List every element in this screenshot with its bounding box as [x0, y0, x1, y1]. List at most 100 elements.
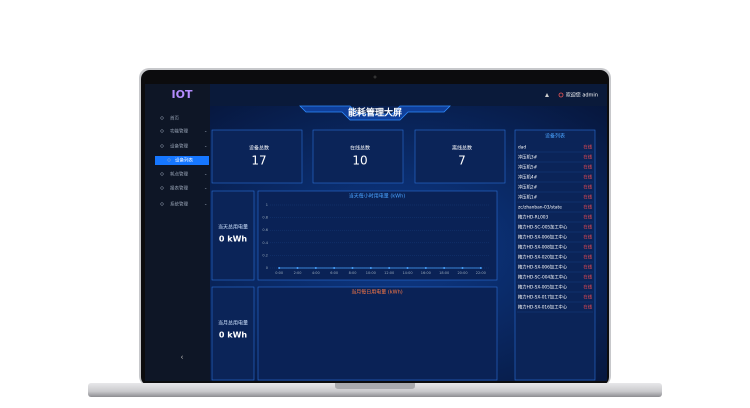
chart-panel [257, 286, 498, 381]
y-tick-label: 0 [266, 266, 268, 270]
user-name[interactable]: 欢迎您 admin [566, 92, 598, 99]
sidebar [145, 84, 210, 381]
device-status: 在线 [583, 264, 592, 271]
menu-arrow: ⌄ [204, 185, 207, 190]
data-point [388, 267, 391, 269]
menu-item[interactable]: 耗点管理 [170, 171, 188, 178]
stat-label: 在线总数 [350, 145, 370, 152]
usage-label: 当天总用电量 [218, 224, 248, 231]
top-bar [210, 84, 607, 106]
device-status: 在线 [583, 214, 592, 221]
usage-value: 0 kWh [219, 235, 247, 244]
data-point [314, 267, 317, 269]
collapse-button[interactable]: ‹ [180, 353, 183, 362]
device-name: 精力HD-SX-020加工中心 [518, 254, 568, 261]
bell-icon[interactable] [545, 93, 549, 97]
device-name: 精力HD-SC-004加工中心 [518, 274, 568, 281]
device-name: 精力HD-SX-017加工中心 [518, 294, 568, 301]
chart-title: 当天每小时用电量 (kWh) [349, 193, 406, 200]
stat-value: 17 [251, 154, 266, 168]
y-tick-label: 1 [266, 203, 268, 207]
x-tick-label: 2:00 [294, 271, 302, 275]
y-tick-label: 0.4 [262, 241, 268, 245]
data-point [443, 267, 446, 269]
chart-title: 当月每日用电量 (kWh) [351, 289, 403, 296]
x-tick-label: 4:00 [312, 271, 320, 275]
data-point [461, 267, 464, 269]
stat-card [414, 129, 506, 184]
data-point [424, 267, 427, 269]
device-status: 在线 [583, 164, 592, 171]
device-status: 在线 [583, 234, 592, 241]
menu-icon [160, 202, 164, 206]
device-name: 冲压机5# [518, 164, 538, 171]
usage-value: 0 kWh [219, 331, 247, 340]
device-status: 在线 [583, 204, 592, 211]
base-notch [335, 383, 415, 389]
device-name: 精力HD-SC-005加工中心 [518, 224, 568, 231]
device-name: 精力HD-SX-008加工中心 [518, 244, 568, 251]
device-name: 冲压机2# [518, 184, 538, 191]
device-status: 在线 [583, 184, 592, 191]
title-decoration [299, 105, 451, 121]
x-tick-label: 14:00 [402, 271, 412, 275]
stat-value: 7 [458, 154, 466, 168]
power-icon[interactable] [558, 92, 564, 98]
x-tick-label: 10:00 [366, 271, 376, 275]
menu-item[interactable]: 首页 [170, 115, 179, 122]
menu-arrow: ⌄ [204, 201, 207, 206]
device-name: 精力HD-SX-016加工中心 [518, 304, 568, 311]
menu-item[interactable]: 报表管理 [170, 185, 188, 192]
data-point [333, 267, 336, 269]
menu-item[interactable]: 设备管理 [170, 143, 188, 150]
data-point [351, 267, 354, 269]
data-point [296, 267, 299, 269]
device-status: 在线 [583, 194, 592, 201]
stat-label: 设备总数 [249, 145, 269, 152]
menu-icon [160, 172, 164, 176]
stat-value: 10 [352, 154, 367, 168]
x-tick-label: 16:00 [421, 271, 431, 275]
stat-card [312, 129, 404, 184]
y-tick-label: 0.2 [262, 253, 268, 257]
y-tick-label: 0.6 [262, 228, 268, 232]
device-status: 在线 [583, 254, 592, 261]
device-status: 在线 [583, 144, 592, 151]
usage-panel [211, 286, 255, 381]
stat-label: 离线总数 [452, 145, 472, 152]
device-status: 在线 [583, 224, 592, 231]
menu-icon [160, 186, 164, 190]
menu-icon [160, 144, 164, 148]
chart-panel [257, 190, 498, 281]
x-tick-label: 6:00 [330, 271, 338, 275]
laptop-base [88, 383, 662, 397]
menu-item[interactable]: 设备列表 [175, 157, 193, 164]
device-name: 冲压机1# [518, 194, 538, 201]
x-tick-label: 0:00 [275, 271, 283, 275]
device-name: 冲压机3# [518, 154, 538, 161]
device-panel [514, 129, 596, 381]
device-status: 在线 [583, 174, 592, 181]
data-point [369, 267, 372, 269]
device-status: 在线 [583, 154, 592, 161]
usage-label: 当月总用电量 [218, 320, 248, 327]
menu-arrow: ⌄ [204, 143, 207, 148]
device-name: 精力HD-SX-005加工中心 [518, 284, 568, 291]
device-panel-title: 设备列表 [545, 133, 565, 140]
x-tick-label: 20:00 [457, 271, 467, 275]
menu-arrow: ⌄ [204, 128, 207, 133]
device-status: 在线 [583, 274, 592, 281]
x-tick-label: 8:00 [349, 271, 357, 275]
menu-item[interactable]: 系统管理 [170, 201, 188, 208]
device-name: 冲压机4# [518, 174, 538, 181]
device-name: 精力HD-SX-006加工中心 [518, 264, 568, 271]
device-name: zc/zhanban-03/state [518, 205, 562, 211]
logo: IOT [172, 88, 193, 101]
device-name: dad [518, 145, 526, 151]
menu-item[interactable]: 功能管理 [170, 128, 188, 135]
y-tick-label: 0.8 [262, 216, 268, 220]
device-name: 精力HD-SX-006加工中心 [518, 234, 568, 241]
device-name: 精力HD-RL003 [518, 214, 549, 221]
